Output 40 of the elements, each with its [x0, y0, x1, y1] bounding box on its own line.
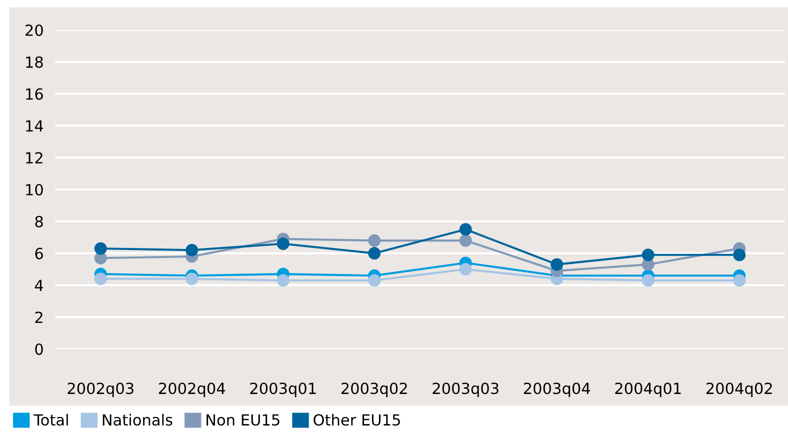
y-tick-label: 6: [35, 248, 43, 260]
x-tick-label: 2003q01: [250, 382, 316, 398]
x-tick-label: 2003q03: [432, 382, 498, 398]
legend-label: Other EU15: [314, 414, 400, 426]
point: [186, 244, 198, 256]
point: [550, 258, 564, 271]
y-tick-label: 10: [26, 184, 43, 196]
x-tick-label: 2004q02: [706, 382, 772, 398]
point: [459, 223, 472, 236]
x-tick-label: 2003q02: [341, 382, 407, 398]
point: [459, 234, 472, 247]
legend-label: Non EU15: [206, 414, 280, 426]
point: [459, 263, 472, 276]
x-tick-label: 2002q03: [68, 382, 134, 398]
point: [733, 274, 746, 287]
point: [276, 274, 290, 287]
point: [368, 234, 381, 247]
y-tick-label: 20: [26, 24, 43, 36]
point: [368, 247, 381, 260]
legend-label: Total: [34, 414, 68, 426]
legend-label: Nationals: [102, 414, 172, 426]
point: [642, 248, 654, 262]
point: [94, 242, 107, 255]
x-tick-label: 2003q04: [524, 382, 590, 398]
x-tick-label: 2002q04: [158, 382, 226, 398]
point: [276, 237, 290, 250]
point: [642, 274, 654, 287]
y-tick-label: 16: [26, 88, 43, 100]
y-tick-label: 12: [26, 152, 42, 164]
y-tick-label: 4: [34, 280, 44, 292]
y-tick-label: 0: [35, 343, 43, 356]
point: [94, 272, 107, 286]
x-tick-label: 2004q01: [615, 382, 681, 398]
point: [186, 272, 198, 286]
point: [733, 248, 746, 262]
y-tick-label: 2: [35, 312, 42, 323]
y-tick-label: 14: [26, 120, 44, 132]
y-tick-label: 18: [26, 56, 43, 68]
point: [368, 274, 381, 287]
y-tick-label: 8: [35, 216, 43, 228]
